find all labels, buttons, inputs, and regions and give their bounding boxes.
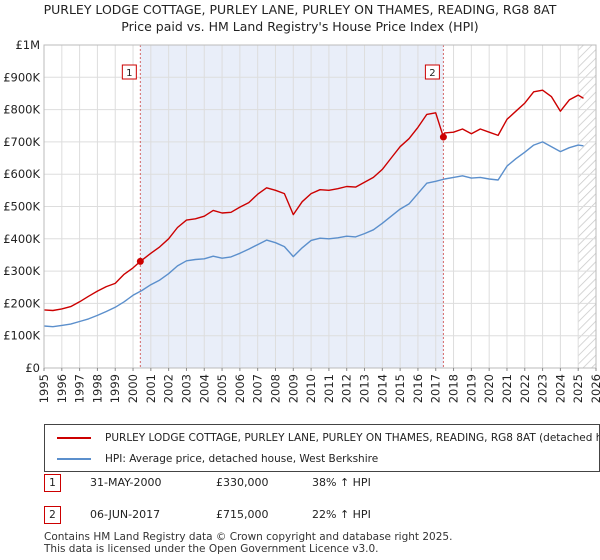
x-tick-label: 2013	[358, 374, 372, 403]
y-tick-label: £100K	[3, 329, 40, 343]
x-tick-label: 2020	[482, 374, 496, 403]
footer-attribution: Contains HM Land Registry data © Crown c…	[44, 531, 452, 555]
x-tick-label: 2019	[464, 374, 478, 403]
x-tick-label: 2004	[197, 374, 211, 403]
hpi-series-line	[43, 141, 584, 328]
x-tick-label: 1996	[55, 374, 69, 403]
footer-licence: This data is licensed under the Open Gov…	[44, 543, 379, 555]
x-tick-label: 2016	[411, 374, 425, 403]
x-tick-label: 2014	[375, 374, 389, 403]
sale-point	[136, 257, 144, 265]
transaction-hpi-delta: 38% ↑ HPI	[312, 476, 371, 489]
x-tick-label: 2000	[126, 374, 140, 403]
y-tick-label: £1M	[15, 38, 40, 52]
transaction-date: 31-MAY-2000	[90, 476, 162, 489]
x-tick-label: 2009	[286, 374, 300, 403]
sale-point	[439, 133, 447, 141]
x-tick-label: 1997	[73, 374, 87, 403]
x-tick-label: 2026	[589, 374, 600, 403]
y-tick-label: £200K	[3, 296, 40, 310]
transaction-price: £715,000	[216, 508, 269, 521]
x-tick-label: 1995	[37, 374, 51, 403]
y-tick-label: £0	[25, 361, 40, 375]
x-tick-label: 2011	[322, 374, 336, 403]
chart-title: PURLEY LODGE COTTAGE, PURLEY LANE, PURLE…	[43, 2, 557, 17]
x-tick-label: 2005	[215, 374, 229, 403]
x-tick-label: 1998	[90, 374, 104, 403]
transaction-badge: 1	[44, 474, 61, 492]
x-tick-label: 2006	[233, 374, 247, 403]
transaction-badge: 2	[44, 506, 61, 524]
y-tick-label: £300K	[3, 264, 40, 278]
sale-badge	[121, 64, 137, 80]
property-series-line	[43, 89, 584, 312]
x-tick-label: 2002	[162, 374, 176, 403]
transaction-price: £330,000	[216, 476, 269, 489]
x-tick-label: 2010	[304, 374, 318, 403]
x-tick-label: 2018	[447, 374, 461, 403]
x-tick-label: 2025	[571, 374, 585, 403]
x-tick-label: 2022	[518, 374, 532, 403]
legend-label-hpi: HPI: Average price, detached house, West…	[105, 453, 379, 465]
x-tick-label: 2021	[500, 374, 514, 403]
y-tick-label: £800K	[3, 103, 40, 117]
sale-badge	[424, 64, 440, 80]
legend-entry-property: PURLEY LODGE COTTAGE, PURLEY LANE, PURLE…	[45, 428, 600, 448]
footer-copyright: Contains HM Land Registry data © Crown c…	[44, 531, 453, 543]
x-tick-label: 2007	[251, 374, 265, 403]
y-tick-label: £500K	[3, 200, 40, 214]
y-tick-label: £400K	[3, 232, 40, 246]
legend-swatch-property	[57, 437, 91, 439]
transaction-hpi-delta: 22% ↑ HPI	[312, 508, 371, 521]
legend-label-property: PURLEY LODGE COTTAGE, PURLEY LANE, PURLE…	[105, 432, 600, 444]
chart-legend: PURLEY LODGE COTTAGE, PURLEY LANE, PURLE…	[44, 424, 600, 472]
x-tick-label: 1999	[108, 374, 122, 403]
x-tick-label: 2008	[268, 374, 282, 403]
y-tick-label: £700K	[3, 135, 40, 149]
legend-swatch-hpi	[57, 458, 91, 460]
y-tick-label: £900K	[3, 70, 40, 84]
chart-subtitle: Price paid vs. HM Land Registry's House …	[121, 19, 479, 34]
price-chart: 1 2 £0 £100K £200K £300K £400K £500K £600K £700K…	[3, 38, 600, 403]
transaction-date: 06-JUN-2017	[90, 508, 161, 521]
x-tick-label: 2023	[536, 374, 550, 403]
legend-entry-hpi: HPI: Average price, detached house, West…	[45, 449, 378, 469]
x-tick-label: 2003	[179, 374, 193, 403]
x-tick-label: 2024	[553, 374, 567, 403]
sale-badge-label: 2	[429, 68, 435, 79]
x-tick-label: 2001	[144, 374, 158, 403]
x-tick-label: 2012	[340, 374, 354, 403]
x-tick-label: 2017	[429, 374, 443, 403]
plot-border	[43, 44, 597, 369]
x-tick-label: 2015	[393, 374, 407, 403]
y-tick-label: £600K	[3, 167, 40, 181]
sale-badge-label: 1	[126, 68, 132, 79]
